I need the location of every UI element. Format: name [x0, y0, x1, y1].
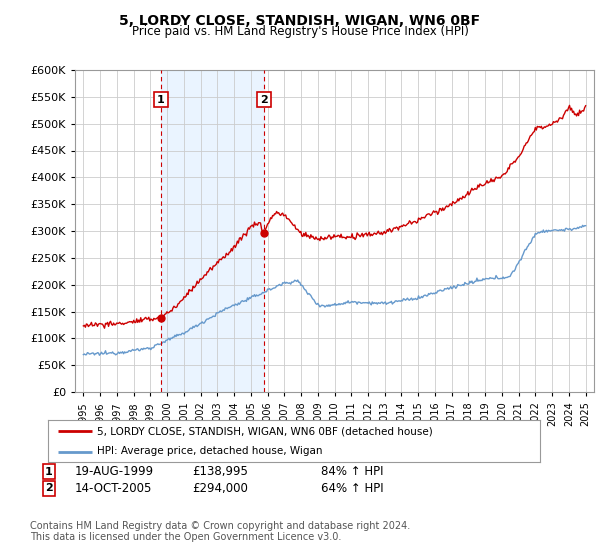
- Text: 5, LORDY CLOSE, STANDISH, WIGAN, WN6 0BF (detached house): 5, LORDY CLOSE, STANDISH, WIGAN, WN6 0BF…: [97, 426, 433, 436]
- Text: 14-OCT-2005: 14-OCT-2005: [75, 482, 152, 495]
- Text: 1: 1: [45, 466, 53, 477]
- Text: Price paid vs. HM Land Registry's House Price Index (HPI): Price paid vs. HM Land Registry's House …: [131, 25, 469, 38]
- Text: Contains HM Land Registry data © Crown copyright and database right 2024.
This d: Contains HM Land Registry data © Crown c…: [30, 521, 410, 543]
- Text: 19-AUG-1999: 19-AUG-1999: [75, 465, 154, 478]
- Text: 2: 2: [45, 483, 53, 493]
- Text: HPI: Average price, detached house, Wigan: HPI: Average price, detached house, Wiga…: [97, 446, 323, 456]
- Text: £138,995: £138,995: [192, 465, 248, 478]
- Text: £294,000: £294,000: [192, 482, 248, 495]
- Text: 1: 1: [157, 95, 165, 105]
- Bar: [161, 70, 264, 392]
- Text: 84% ↑ HPI: 84% ↑ HPI: [321, 465, 383, 478]
- Text: 64% ↑ HPI: 64% ↑ HPI: [321, 482, 383, 495]
- Text: 2: 2: [260, 95, 268, 105]
- Text: 5, LORDY CLOSE, STANDISH, WIGAN, WN6 0BF: 5, LORDY CLOSE, STANDISH, WIGAN, WN6 0BF: [119, 14, 481, 28]
